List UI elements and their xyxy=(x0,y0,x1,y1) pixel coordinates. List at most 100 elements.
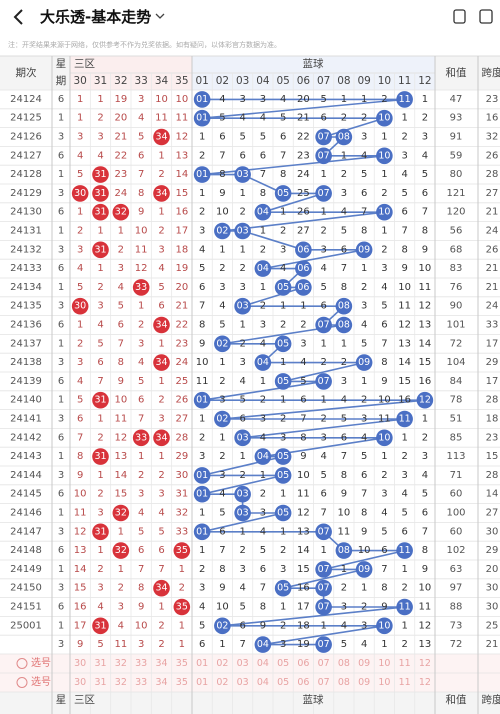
red-omission: 22 xyxy=(114,150,127,161)
blue-omission: 3 xyxy=(381,489,387,500)
red-omission: 6 xyxy=(97,357,103,368)
pick-blue-number: 11 xyxy=(399,677,411,688)
blue-omission: 6 xyxy=(422,508,428,519)
red-omission: 11 xyxy=(155,113,168,124)
red-omission: 21 xyxy=(114,132,127,143)
disclaimer: 注：开奖结果来源于网络，仅供参考不作为兑奖依据。如有疑问，以体彩官方数据为准。 xyxy=(8,40,281,49)
blue-omission: 4 xyxy=(219,489,225,500)
red-ball-number: 31 xyxy=(94,451,106,462)
red-omission: 1 xyxy=(158,376,164,387)
blue-ball xyxy=(315,636,332,653)
blue-omission: 7 xyxy=(239,639,245,650)
red-omission: 2 xyxy=(77,338,83,349)
share-icon[interactable] xyxy=(453,9,466,24)
blue-omission: 5 xyxy=(199,620,205,631)
blue-ball-number: 09 xyxy=(358,357,370,368)
blue-omission: 2 xyxy=(381,94,387,105)
sum-header: 和值 xyxy=(446,66,467,79)
blue-omission: 10 xyxy=(196,357,209,368)
red-omission: 13 xyxy=(114,451,127,462)
blue-omission: 5 xyxy=(401,508,407,519)
blue-omission: 3 xyxy=(341,376,347,387)
blue-ball-number: 01 xyxy=(196,470,208,481)
blue-ball-number: 07 xyxy=(318,150,330,161)
red-ball-number: 30 xyxy=(74,188,86,199)
blue-omission: 17 xyxy=(297,602,310,613)
blue-omission: 7 xyxy=(422,207,428,218)
red-omission: 3 xyxy=(97,301,103,312)
weekday: 6 xyxy=(58,376,64,387)
red-omission: 30 xyxy=(175,470,188,481)
blue-omission: 6 xyxy=(401,526,407,537)
weekday: 3 xyxy=(58,583,64,594)
blue-omission: 20 xyxy=(297,94,310,105)
pick-red-number: 31 xyxy=(94,658,106,669)
red-omission: 5 xyxy=(118,301,124,312)
blue-omission: 3 xyxy=(239,564,245,575)
red-omission: 2 xyxy=(158,620,164,631)
weekday: 3 xyxy=(58,301,64,312)
title-dropdown[interactable] xyxy=(155,13,165,19)
blue-omission: 12 xyxy=(398,320,411,331)
blue-omission: 7 xyxy=(381,564,387,575)
red-omission: 1 xyxy=(77,113,83,124)
red-omission: 9 xyxy=(77,470,83,481)
blue-ball-number: 05 xyxy=(277,282,289,293)
red-omission: 14 xyxy=(74,564,87,575)
blue-zone-footer: 蓝球 xyxy=(303,693,324,706)
blue-omission: 27 xyxy=(297,226,310,237)
blue-omission: 2 xyxy=(239,338,245,349)
back-button[interactable] xyxy=(13,9,23,25)
blue-omission: 3 xyxy=(300,338,306,349)
blue-number-header: 07 xyxy=(317,75,330,87)
pick-blue-number: 04 xyxy=(257,658,269,669)
red-omission: 1 xyxy=(97,545,103,556)
red-omission: 6 xyxy=(77,414,83,425)
span: 28 xyxy=(486,169,499,180)
sum: 104 xyxy=(446,357,465,368)
red-omission: 12 xyxy=(175,132,188,143)
blue-omission: 1 xyxy=(239,320,245,331)
red-omission: 5 xyxy=(97,338,103,349)
blue-omission: 1 xyxy=(239,526,245,537)
red-omission: 15 xyxy=(74,583,87,594)
blue-omission: 15 xyxy=(297,564,310,575)
red-omission: 5 xyxy=(77,395,83,406)
blue-omission: 1 xyxy=(280,602,286,613)
blue-omission: 2 xyxy=(199,564,205,575)
blue-omission: 5 xyxy=(422,489,428,500)
sum: 72 xyxy=(450,639,463,650)
more-icon[interactable] xyxy=(479,9,493,24)
red-ball-number: 34 xyxy=(155,357,167,368)
red-omission: 5 xyxy=(97,639,103,650)
blue-ball-number: 05 xyxy=(277,508,289,519)
red-ball-number: 34 xyxy=(155,320,167,331)
red-omission: 1 xyxy=(97,226,103,237)
red-omission: 22 xyxy=(175,320,188,331)
blue-omission: 10 xyxy=(419,583,432,594)
span: 26 xyxy=(486,244,499,255)
blue-omission: 9 xyxy=(199,338,205,349)
blue-omission: 6 xyxy=(260,564,266,575)
blue-omission: 1 xyxy=(280,395,286,406)
blue-omission: 2 xyxy=(260,301,266,312)
blue-omission: 3 xyxy=(341,602,347,613)
sum: 59 xyxy=(450,150,463,161)
sum: 71 xyxy=(450,470,463,481)
weekday: 3 xyxy=(58,414,64,425)
blue-omission: 6 xyxy=(341,432,347,443)
blue-omission: 8 xyxy=(361,226,367,237)
red-omission: 3 xyxy=(118,263,124,274)
blue-number-header: 04 xyxy=(256,75,270,87)
blue-omission: 4 xyxy=(361,432,367,443)
sum: 91 xyxy=(450,132,463,143)
span: 27 xyxy=(486,508,499,519)
red-ball-number: 31 xyxy=(94,395,106,406)
blue-omission: 12 xyxy=(419,301,432,312)
blue-omission: 7 xyxy=(361,207,367,218)
blue-omission: 8 xyxy=(260,602,266,613)
blue-omission: 6 xyxy=(199,282,205,293)
page-title[interactable]: 大乐透-基本走势 xyxy=(40,8,151,26)
blue-omission: 8 xyxy=(422,545,428,556)
